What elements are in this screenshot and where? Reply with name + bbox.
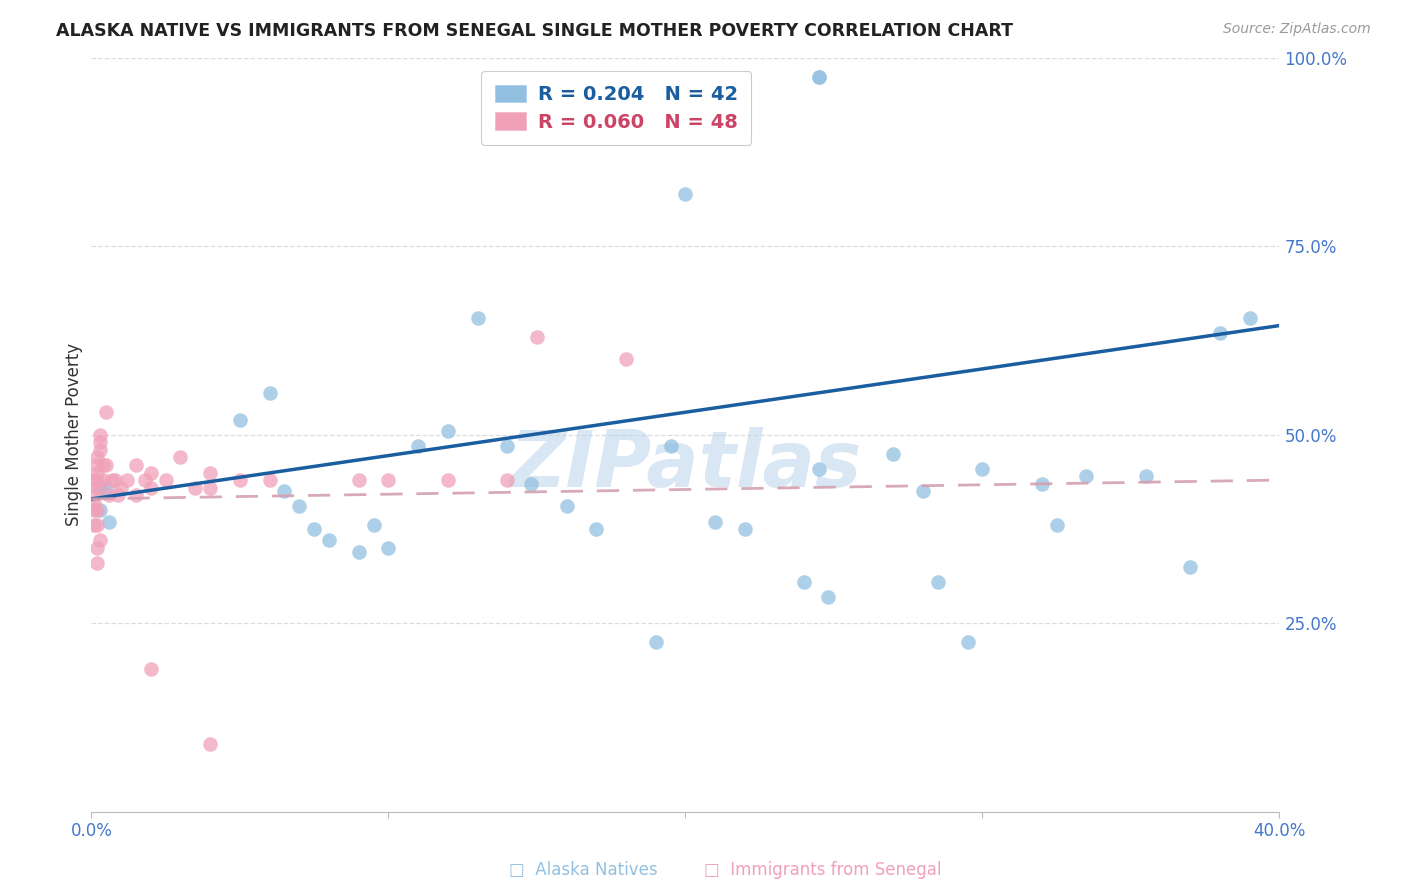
Point (86, 481, 108, 495)
Point (659, 439, 682, 453)
Point (318, 533, 340, 548)
Point (526, 330, 548, 344)
Point (96, 405, 118, 419)
Point (86, 473, 108, 487)
Point (259, 473, 281, 487)
Point (1076, 469, 1098, 483)
Point (83, 503, 105, 517)
Point (98, 488, 121, 502)
Point (302, 522, 325, 536)
Point (200, 466, 222, 480)
Point (86, 466, 108, 480)
Point (139, 466, 162, 480)
Point (363, 518, 385, 533)
Point (89, 533, 111, 548)
Point (1209, 326, 1232, 340)
Point (110, 481, 132, 495)
Point (704, 515, 727, 529)
Text: ZIPatlas: ZIPatlas (509, 427, 862, 503)
Point (139, 481, 162, 495)
Point (86, 503, 108, 517)
Point (139, 661, 162, 675)
Point (155, 473, 177, 487)
Point (436, 473, 458, 487)
Point (585, 522, 607, 536)
Text: Source: ZipAtlas.com: Source: ZipAtlas.com (1223, 22, 1371, 37)
Point (673, 186, 696, 201)
Point (1135, 469, 1157, 483)
Point (89, 435, 111, 450)
Point (107, 488, 129, 502)
Point (496, 439, 519, 453)
Legend: R = 0.204   N = 42, R = 0.060   N = 48: R = 0.204 N = 42, R = 0.060 N = 48 (481, 71, 751, 145)
Point (927, 574, 949, 589)
Point (467, 311, 489, 326)
Point (86, 458, 108, 472)
Point (89, 503, 111, 517)
Point (520, 476, 543, 491)
Point (91, 473, 114, 487)
Point (347, 473, 370, 487)
Point (288, 500, 311, 514)
Point (86, 541, 108, 555)
Point (808, 70, 831, 84)
Point (1046, 518, 1069, 533)
Point (793, 574, 815, 589)
Point (1031, 476, 1053, 491)
Point (86, 518, 108, 533)
Point (956, 635, 979, 649)
Point (1180, 559, 1202, 574)
Point (83, 496, 105, 510)
Point (1239, 311, 1261, 326)
Point (96, 481, 118, 495)
Point (96, 458, 118, 472)
Point (101, 473, 124, 487)
Point (808, 462, 831, 476)
Point (377, 473, 399, 487)
Point (169, 450, 191, 465)
Point (911, 484, 934, 499)
Point (83, 473, 105, 487)
Text: □  Alaska Natives: □ Alaska Natives (509, 861, 658, 879)
Point (104, 473, 127, 487)
Text: □  Immigrants from Senegal: □ Immigrants from Senegal (704, 861, 941, 879)
Point (98, 515, 121, 529)
Point (83, 518, 105, 533)
Point (125, 488, 148, 502)
Point (115, 473, 138, 487)
Point (229, 473, 252, 487)
Point (808, 70, 831, 84)
Point (496, 473, 519, 487)
Text: ALASKA NATIVE VS IMMIGRANTS FROM SENEGAL SINGLE MOTHER POVERTY CORRELATION CHART: ALASKA NATIVE VS IMMIGRANTS FROM SENEGAL… (56, 22, 1014, 40)
Point (734, 522, 756, 536)
Point (614, 352, 637, 367)
Point (259, 386, 281, 401)
Point (200, 481, 222, 495)
Point (273, 484, 295, 499)
Point (200, 737, 222, 751)
Point (882, 447, 904, 461)
Point (83, 488, 105, 502)
Point (229, 413, 252, 427)
Y-axis label: Single Mother Poverty: Single Mother Poverty (65, 343, 83, 526)
Point (972, 462, 994, 476)
Point (86, 556, 108, 570)
Point (347, 544, 370, 558)
Point (436, 424, 458, 438)
Point (89, 481, 111, 495)
Point (377, 541, 399, 555)
Point (134, 473, 156, 487)
Point (184, 481, 207, 495)
Point (555, 500, 578, 514)
Point (86, 450, 108, 465)
Point (89, 442, 111, 457)
Point (89, 428, 111, 442)
Point (644, 635, 666, 649)
Point (817, 590, 839, 604)
Point (125, 458, 148, 472)
Point (406, 439, 429, 453)
Point (91, 458, 114, 472)
